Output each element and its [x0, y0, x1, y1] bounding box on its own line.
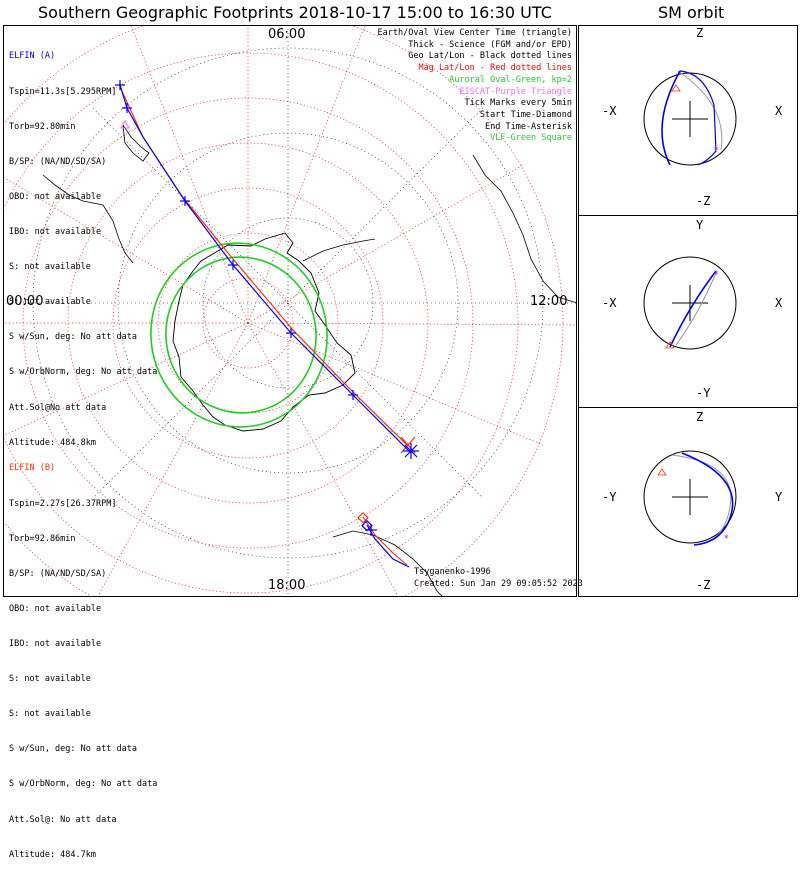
legend-item: Geo Lat/Lon - Black dotted lines [408, 51, 572, 62]
elfin-a-ticks [115, 80, 358, 400]
orbit-3-left-label: -Y [602, 490, 617, 504]
elfin-a-line: S w/Sun, deg: No att data [9, 332, 137, 343]
elfin-b-header: ELFIN (B) [9, 463, 56, 474]
figure-title: Southern Geographic Footprints 2018-10-1… [38, 3, 552, 22]
orbit-plot-xz: * [643, 70, 737, 166]
geo-grid [3, 25, 577, 597]
elfin-b-line: OBO: not available [9, 603, 102, 614]
legend-item: VLF-Green Square [490, 133, 572, 144]
orbit-panel-yz [578, 407, 798, 597]
elfin-b-line: S: not available [9, 709, 91, 720]
elfin-a-line: B/SP: (NA/ND/SD/SA) [9, 156, 107, 167]
orbit-1-left-label: -X [602, 104, 617, 118]
legend-item: End Time-Asterisk [485, 121, 572, 132]
legend-item: EISCAT-Purple Triangle [459, 86, 572, 97]
orbit-plot-yz: * [643, 450, 737, 546]
mag-grid [3, 25, 577, 597]
antarctica-coastline [172, 232, 356, 432]
legend-item: Earth/Oval View Center Time (triangle) [377, 28, 572, 38]
elfin-a-track [115, 80, 419, 568]
elfin-a-line: S w/OrbNorm, deg: No att data [9, 367, 158, 378]
footprint-map [3, 25, 577, 597]
orbit-1-top-label: Z [696, 26, 704, 40]
island-coastline [122, 124, 150, 162]
legend-item: Thick - Science (FGM and/or EPD) [408, 39, 572, 50]
model-label: Tsyganenko-1996 [414, 567, 491, 577]
created-label: Created: Sun Jan 29 09:05:52 2023 [414, 579, 583, 589]
elfin-a-line: Altitude: 484.8km [9, 437, 96, 448]
elfin-b-line: Att.Sol@: No att data [9, 814, 117, 825]
elfin-a-line: S: not available [9, 262, 91, 273]
map-label-right: 12:00 [530, 294, 568, 309]
elfin-b-line: Tspin=2.27s[26.37RPM] [9, 498, 117, 509]
elfin-b-track [120, 88, 416, 566]
elfin-a-header: ELFIN (A) [9, 51, 56, 62]
orbit-3-bottom-label: -Z [696, 578, 711, 592]
elfin-a-end-marker [403, 443, 419, 459]
elfin-b-line: Altitude: 484.7km [9, 849, 96, 860]
australia-coastline [332, 530, 444, 597]
orbit-1-bottom-label: -Z [696, 194, 711, 208]
elfin-b-line: S: not available [9, 674, 91, 685]
svg-text:*: * [724, 534, 729, 544]
legend-item: Auroral Oval-Green, kp=2 [449, 74, 572, 85]
elfin-b-line: S w/Sun, deg: No att data [9, 744, 137, 755]
south-america-coastline [472, 154, 577, 304]
orbit-title: SM orbit [658, 3, 725, 22]
elfin-a-line: S: not available [9, 297, 91, 308]
elfin-b-start-marker [357, 511, 369, 524]
elfin-a-line: OBO: not available [9, 191, 102, 202]
eiscat-marker [120, 119, 130, 129]
orbit-2-right-label: X [775, 296, 783, 310]
legend: Earth/Oval View Center Time (triangle) T… [378, 28, 572, 145]
peninsula-coastline [302, 238, 376, 262]
svg-text:*: * [714, 146, 719, 156]
orbit-1-right-label: X [775, 104, 783, 118]
elfin-a-line: Att.Sol@No att data [9, 402, 107, 413]
orbit-2-bottom-label: -Y [696, 386, 711, 400]
orbit-3-right-label: Y [775, 490, 783, 504]
orbit-3-top-label: Z [696, 410, 704, 424]
orbit-2-left-label: -X [602, 296, 617, 310]
auroral-oval [150, 242, 328, 428]
legend-item: Mag Lat/Lon - Red dotted lines [418, 63, 572, 74]
map-frame [3, 25, 577, 597]
elfin-b-line: B/SP: (NA/ND/SD/SA) [9, 568, 107, 579]
elfin-a-start-marker [361, 519, 373, 532]
elfin-b-line: S w/OrbNorm, deg: No att data [9, 779, 158, 790]
orbit-2-top-label: Y [696, 218, 704, 232]
legend-item: Tick Marks every 5min [464, 98, 572, 109]
elfin-a-line: IBO: not available [9, 226, 102, 237]
orbit-plot-xy: * [643, 256, 737, 350]
legend-item: Start Time-Diamond [479, 109, 572, 120]
map-label-top: 06:00 [268, 27, 306, 42]
elfin-a-line: Tspin=11.3s[5.295RPM] [9, 86, 117, 97]
elfin-b-line: IBO: not available [9, 638, 102, 649]
svg-text:*: * [714, 270, 719, 280]
elfin-a-info: ELFIN (A) Tspin=11.3s[5.295RPM] Torb=92.… [9, 28, 157, 461]
elfin-b-line: Torb=92.86min [9, 533, 76, 544]
africa-coastline [42, 174, 134, 264]
elfin-b-info: ELFIN (B) Tspin=2.27s[26.37RPM] Torb=92.… [9, 440, 157, 873]
map-label-left: 00:00 [6, 294, 44, 309]
map-label-bottom: 18:00 [268, 578, 306, 593]
elfin-a-line: Torb=92.80min [9, 121, 76, 132]
